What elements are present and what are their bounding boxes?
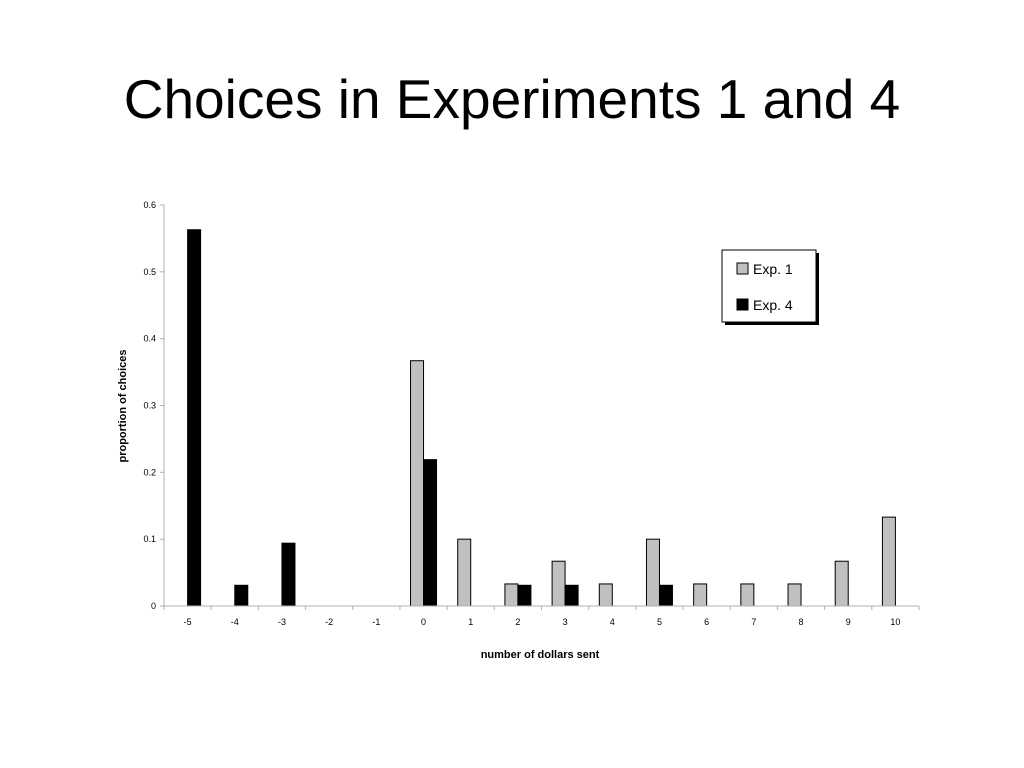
y-tick-label: 0.1 <box>143 534 156 544</box>
x-axis-title: number of dollars sent <box>481 649 600 661</box>
x-tick-label: 2 <box>515 617 520 627</box>
y-tick-label: 0.2 <box>143 467 156 477</box>
bar-exp1 <box>457 538 472 607</box>
legend-swatch <box>736 298 749 311</box>
bar-exp1 <box>787 583 802 607</box>
y-tick-label: 0.5 <box>143 267 156 277</box>
y-tick-label: 0.3 <box>143 401 156 411</box>
bar-exp1 <box>504 583 519 607</box>
x-tick-label: 0 <box>421 617 426 627</box>
x-tick-label: 4 <box>610 617 615 627</box>
x-tick-label: 5 <box>657 617 662 627</box>
slide-title: Choices in Experiments 1 and 4 <box>123 68 901 130</box>
legend: Exp. 1 Exp. 4 <box>721 249 819 325</box>
bar-exp1 <box>740 583 755 607</box>
bar-exp4 <box>187 229 202 607</box>
bar-exp1 <box>598 583 613 607</box>
x-tick-label: -2 <box>325 617 333 627</box>
bar-exp1 <box>551 560 566 607</box>
x-tick-label: 10 <box>890 617 900 627</box>
y-tick-label: 0.6 <box>143 200 156 210</box>
y-axis-ticks: 0 0.1 0.2 0.3 0.4 0.5 0.6 <box>143 200 164 611</box>
legend-label: Exp. 4 <box>753 297 793 313</box>
x-tick-label: -5 <box>184 617 192 627</box>
bar-exp4 <box>423 459 438 607</box>
y-axis-title: proportion of choices <box>117 349 129 462</box>
bar-exp1 <box>881 516 896 607</box>
axes <box>163 205 919 607</box>
x-tick-label: 6 <box>704 617 709 627</box>
x-tick-label: -4 <box>231 617 239 627</box>
x-tick-label: 8 <box>799 617 804 627</box>
bar-exp1 <box>410 360 425 607</box>
x-tick-label: -1 <box>372 617 380 627</box>
bar-exp1 <box>645 538 660 607</box>
x-tick-label: 3 <box>563 617 568 627</box>
x-axis-ticks: -5 -4 -3 -2 -1 0 1 2 3 4 5 6 7 8 9 10 <box>163 606 920 627</box>
legend-label: Exp. 1 <box>753 261 793 277</box>
bar-exp4 <box>564 584 579 607</box>
x-tick-label: 9 <box>846 617 851 627</box>
x-tick-label: -3 <box>278 617 286 627</box>
bar-exp4 <box>234 584 249 607</box>
x-tick-label: 1 <box>468 617 473 627</box>
bar-exp4 <box>658 584 673 607</box>
bar-exp1 <box>834 560 849 607</box>
bar-exp4 <box>517 584 532 607</box>
y-tick-label: 0 <box>151 601 156 611</box>
bar-exp4 <box>281 542 296 607</box>
bar-exp1 <box>693 583 708 607</box>
y-tick-label: 0.4 <box>143 334 156 344</box>
x-tick-label: 7 <box>751 617 756 627</box>
legend-swatch <box>736 262 749 275</box>
